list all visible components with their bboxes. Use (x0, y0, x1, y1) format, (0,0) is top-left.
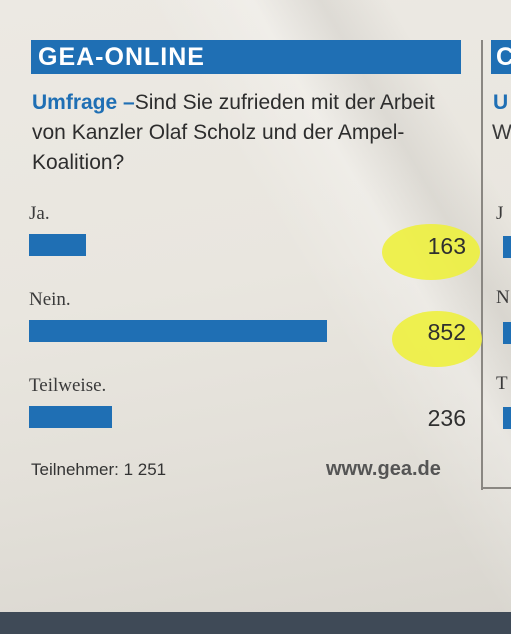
column-bottom-rule (482, 487, 511, 489)
next-column-label: T (496, 373, 508, 394)
next-column-kicker: U (493, 91, 509, 114)
poll-question-text: Sind Sie zufrieden mit der Arbeit von Ka… (32, 91, 435, 174)
section-title: GEA-ONLINE (38, 43, 205, 71)
next-column-bar (503, 322, 511, 344)
column-divider (481, 40, 483, 490)
result-bar (29, 406, 112, 428)
category-label: Nein. (29, 289, 71, 310)
paper-fold-shading (0, 0, 511, 615)
next-column-bar (503, 407, 511, 429)
result-value: 236 (427, 405, 466, 431)
marker-highlight (382, 224, 480, 280)
poll-kicker: Umfrage (32, 91, 118, 114)
newspaper-page (0, 0, 511, 615)
category-label: Ja. (29, 203, 50, 224)
poll-dash: – (123, 91, 135, 114)
website-link[interactable]: www.gea.de (326, 458, 441, 480)
participants-count: Teilnehmer: 1 251 (31, 460, 167, 479)
category-label: Teilweise. (29, 375, 107, 396)
table-edge (0, 612, 511, 634)
result-value: 163 (427, 233, 466, 259)
result-bar (29, 320, 327, 342)
next-column-title: C (496, 43, 511, 71)
next-column-label: J (496, 203, 504, 224)
marker-highlight (392, 311, 482, 367)
next-column-text: W (492, 121, 511, 144)
section-header-bar (31, 40, 461, 74)
result-value: 852 (427, 319, 466, 345)
result-bar (29, 234, 86, 256)
next-column-header-bar (491, 40, 511, 74)
poll-question: Umfrage –Sind Sie zufrieden mit der Arbe… (32, 88, 472, 178)
next-column-label: N (496, 287, 510, 308)
next-column-bar (503, 236, 511, 258)
